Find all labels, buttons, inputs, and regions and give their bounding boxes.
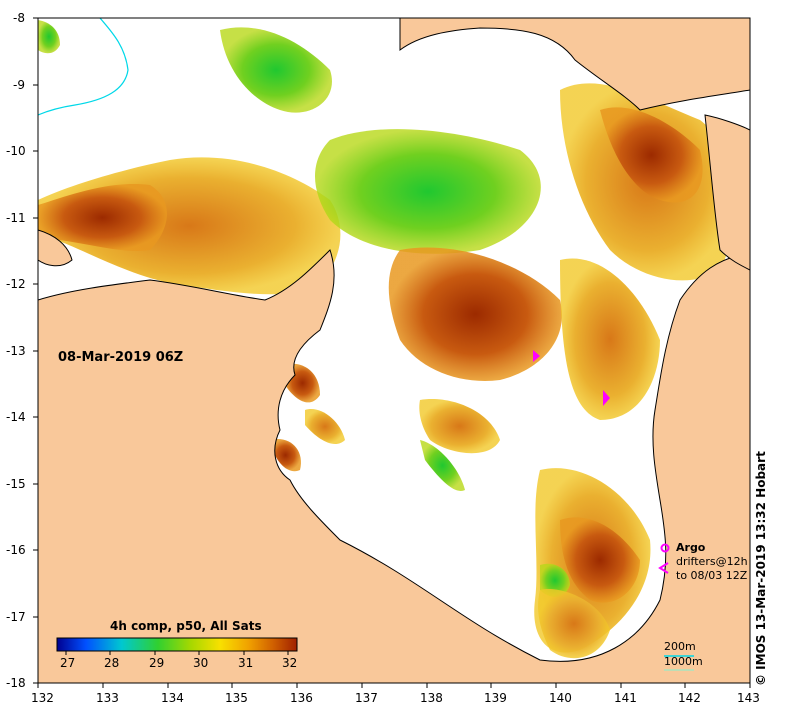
x-tick-label: 132 [31, 691, 54, 705]
y-tick-label: -12 [6, 277, 26, 291]
y-tick-label: -17 [6, 610, 26, 624]
colorbar-gradient [56, 637, 298, 652]
x-tick-label: 135 [225, 691, 248, 705]
drifter-legend-icon [658, 562, 669, 574]
isobath-1000m-label: 1000m [664, 655, 703, 668]
y-tick-label: -10 [6, 144, 26, 158]
argo-legend-icon [660, 543, 670, 553]
drifters-legend-label: drifters@12h [676, 555, 748, 568]
x-tick-label: 143 [737, 691, 760, 705]
colorbar-tick-label: 28 [104, 656, 120, 670]
x-tick-label: 134 [161, 691, 184, 705]
colorbar-tick-label: 29 [149, 656, 165, 670]
x-tick-label: 139 [484, 691, 507, 705]
x-tick-label: 138 [420, 691, 443, 705]
y-tick-label: -8 [13, 11, 25, 25]
colorbar-ticks [65, 651, 289, 655]
x-tick-label: 140 [549, 691, 572, 705]
colorbar-tick-label: 31 [238, 656, 254, 670]
x-tick-label: 133 [96, 691, 119, 705]
y-tick-label: -14 [6, 410, 26, 424]
x-tick-label: 141 [614, 691, 637, 705]
land-mass [38, 18, 750, 683]
sst-field [38, 20, 736, 659]
imos-credit: © IMOS 13-Mar-2019 13:32 Hobart [754, 451, 768, 686]
y-tick-label: -16 [6, 543, 26, 557]
y-tick-label: -13 [6, 344, 26, 358]
y-tick-label: -11 [6, 211, 26, 225]
map-timestamp: 08-Mar-2019 06Z [58, 350, 184, 365]
x-tick-label: 136 [290, 691, 313, 705]
colorbar-tick-label: 30 [193, 656, 209, 670]
x-tick-label: 142 [678, 691, 701, 705]
x-tick-label: 137 [355, 691, 378, 705]
colorbar-title: 4h comp, p50, All Sats [110, 619, 262, 633]
y-tick-label: -9 [13, 78, 25, 92]
drifters-legend-period: to 08/03 12Z [676, 569, 748, 582]
y-tick-label: -18 [6, 676, 26, 690]
y-tick-label: -15 [6, 477, 26, 491]
axis-ticks [33, 17, 751, 688]
isobath-200m-label: 200m [664, 640, 696, 653]
argo-floats [533, 350, 610, 406]
isobath-200m-line [38, 18, 129, 116]
colorbar-tick-label: 27 [60, 656, 76, 670]
colorbar-tick-label: 32 [282, 656, 298, 670]
argo-legend-label: Argo [676, 541, 706, 554]
